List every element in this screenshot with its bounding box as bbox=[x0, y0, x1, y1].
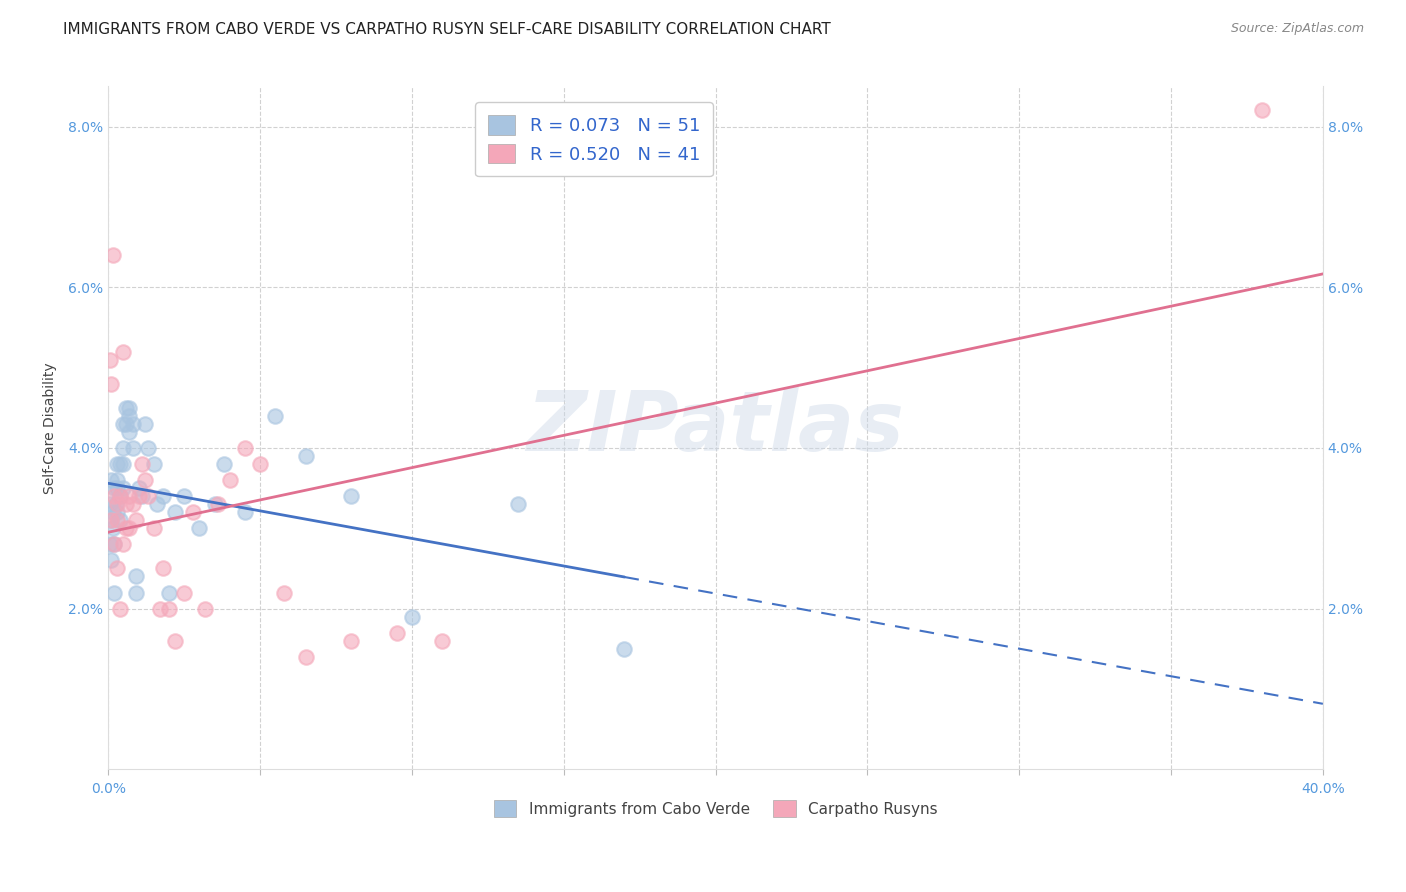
Point bbox=[115, 521, 138, 535]
Point bbox=[118, 425, 141, 439]
Point bbox=[118, 409, 141, 423]
Point bbox=[101, 521, 124, 535]
Point bbox=[233, 441, 256, 455]
Point bbox=[103, 537, 125, 551]
Y-axis label: Self-Care Disability: Self-Care Disability bbox=[44, 362, 58, 493]
Point bbox=[128, 481, 150, 495]
Point bbox=[149, 601, 172, 615]
Point bbox=[110, 489, 132, 503]
Point bbox=[146, 497, 169, 511]
Point bbox=[112, 481, 135, 495]
Point bbox=[163, 633, 186, 648]
Point bbox=[115, 401, 138, 415]
Point bbox=[134, 417, 156, 431]
Point bbox=[508, 497, 530, 511]
Point bbox=[98, 537, 121, 551]
Point bbox=[233, 505, 256, 519]
Point bbox=[249, 457, 271, 471]
Point bbox=[207, 497, 229, 511]
Point bbox=[136, 441, 159, 455]
Point bbox=[103, 481, 125, 495]
Point bbox=[136, 489, 159, 503]
Point bbox=[212, 457, 235, 471]
Point bbox=[173, 585, 195, 599]
Point bbox=[218, 473, 240, 487]
Point bbox=[103, 489, 125, 503]
Point bbox=[112, 417, 135, 431]
Point bbox=[163, 505, 186, 519]
Point bbox=[188, 521, 211, 535]
Point bbox=[152, 489, 174, 503]
Point bbox=[110, 489, 132, 503]
Point bbox=[110, 513, 132, 527]
Point bbox=[173, 489, 195, 503]
Point bbox=[181, 505, 204, 519]
Point bbox=[142, 521, 165, 535]
Point bbox=[105, 505, 128, 519]
Point bbox=[110, 457, 132, 471]
Point bbox=[121, 417, 143, 431]
Point bbox=[204, 497, 226, 511]
Point bbox=[115, 497, 138, 511]
Point bbox=[134, 473, 156, 487]
Point bbox=[152, 561, 174, 575]
Point bbox=[273, 585, 295, 599]
Point bbox=[100, 513, 122, 527]
Legend: Immigrants from Cabo Verde, Carpatho Rusyns: Immigrants from Cabo Verde, Carpatho Rus… bbox=[488, 794, 943, 823]
Point bbox=[103, 537, 125, 551]
Point bbox=[105, 497, 128, 511]
Point bbox=[385, 625, 408, 640]
Point bbox=[294, 449, 316, 463]
Point bbox=[105, 561, 128, 575]
Point bbox=[112, 537, 135, 551]
Point bbox=[157, 585, 180, 599]
Point bbox=[401, 609, 423, 624]
Point bbox=[124, 585, 146, 599]
Point bbox=[613, 641, 636, 656]
Point bbox=[112, 457, 135, 471]
Point bbox=[128, 489, 150, 503]
Point bbox=[1251, 103, 1274, 118]
Point bbox=[104, 497, 127, 511]
Point bbox=[432, 633, 454, 648]
Text: ZIPatlas: ZIPatlas bbox=[527, 387, 904, 468]
Point bbox=[118, 521, 141, 535]
Point bbox=[118, 489, 141, 503]
Point bbox=[100, 473, 122, 487]
Point bbox=[98, 352, 121, 367]
Point bbox=[110, 601, 132, 615]
Point bbox=[157, 601, 180, 615]
Point bbox=[98, 497, 121, 511]
Point bbox=[131, 457, 153, 471]
Point bbox=[115, 417, 138, 431]
Point bbox=[340, 633, 363, 648]
Point bbox=[118, 401, 141, 415]
Point bbox=[101, 248, 124, 262]
Point bbox=[100, 513, 122, 527]
Point bbox=[142, 457, 165, 471]
Point bbox=[100, 376, 122, 391]
Point bbox=[105, 513, 128, 527]
Point bbox=[100, 553, 122, 567]
Point bbox=[264, 409, 287, 423]
Point bbox=[105, 457, 128, 471]
Point bbox=[340, 489, 363, 503]
Text: IMMIGRANTS FROM CABO VERDE VS CARPATHO RUSYN SELF-CARE DISABILITY CORRELATION CH: IMMIGRANTS FROM CABO VERDE VS CARPATHO R… bbox=[63, 22, 831, 37]
Point bbox=[121, 441, 143, 455]
Point bbox=[112, 441, 135, 455]
Point bbox=[121, 497, 143, 511]
Point bbox=[124, 513, 146, 527]
Text: Source: ZipAtlas.com: Source: ZipAtlas.com bbox=[1230, 22, 1364, 36]
Point bbox=[101, 505, 124, 519]
Point bbox=[131, 489, 153, 503]
Point bbox=[194, 601, 217, 615]
Point bbox=[105, 481, 128, 495]
Point bbox=[112, 344, 135, 359]
Point bbox=[294, 649, 316, 664]
Point bbox=[105, 473, 128, 487]
Point bbox=[103, 585, 125, 599]
Point bbox=[124, 569, 146, 583]
